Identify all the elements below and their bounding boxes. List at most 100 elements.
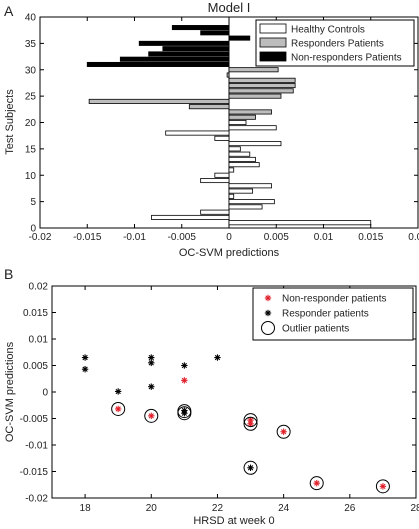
panel-a-y-tick-label: 35 — [25, 39, 37, 50]
panel-b-outlier-marker — [375, 479, 390, 494]
panel-a-y-tick-label: 15 — [25, 144, 37, 155]
panel-b-x-ticks: 18 20 22 24 26 28 — [80, 286, 419, 514]
panel-b-responder-point — [247, 464, 254, 471]
panel-a-y-tick-label: 5 — [30, 197, 36, 208]
panel-b-x-tick-label: 20 — [146, 503, 158, 514]
panel-b: B 18 20 22 24 26 28 -0.02 -0.015 -0.01 -0.005 0 0.… — [4, 266, 419, 527]
panel-a-legend-swatch — [259, 51, 287, 62]
panel-a-y-tick-label: 30 — [25, 65, 37, 76]
panel-a-x-tick-label: 0.02 — [408, 232, 419, 243]
panel-a-x-axis-label: OC-SVM predictions — [179, 247, 280, 259]
panel-a-bar — [200, 178, 230, 184]
panel-b-responder-point — [148, 359, 155, 367]
panel-b-outlier-marker — [243, 416, 258, 431]
panel-a-x-tick-label: 0 — [226, 232, 232, 243]
panel-b-x-tick-label: 22 — [212, 503, 224, 514]
panel-b-outlier-marker — [243, 460, 258, 475]
panel-a-bar — [162, 46, 230, 52]
panel-a-bar — [148, 51, 230, 57]
panel-a: A Model I -0.02 -0.015 -0.01 -0.005 0 0.005 0.… — [4, 0, 419, 259]
panel-a-bar — [226, 72, 230, 78]
panel-a-legend: Healthy Controls Responders Patients Non-r… — [255, 19, 415, 67]
panel-b-points — [81, 354, 390, 494]
panel-b-responder-point — [181, 410, 188, 417]
panel-a-x-tick-label: -0.005 — [168, 232, 197, 243]
panel-a-bar — [171, 25, 230, 31]
panel-a-bar — [228, 109, 272, 115]
panel-b-outlier-marker — [177, 406, 192, 421]
panel-a-bar — [228, 188, 254, 194]
panel-a-x-tick-label: 0.005 — [264, 232, 289, 243]
panel-b-responder-point — [81, 366, 89, 373]
panel-b-y-tick-label: 0.02 — [29, 282, 49, 293]
panel-a-bar — [228, 156, 256, 162]
panel-b-responder-point — [214, 354, 221, 361]
panel-b-responder-point — [148, 383, 155, 390]
panel-a-bar — [119, 56, 230, 62]
panel-a-bar — [228, 83, 296, 89]
panel-a-y-tick-label: 25 — [25, 92, 37, 103]
panel-a-x-tick-label: 0.01 — [314, 232, 334, 243]
panel-a-legend-swatch — [259, 23, 287, 34]
panel-a-bar — [200, 209, 230, 215]
panel-b-y-tick-label: 0 — [42, 388, 48, 399]
panel-b-outlier-marker — [276, 424, 291, 439]
panel-a-bar — [228, 204, 263, 210]
panel-b-legend-marker — [264, 294, 272, 302]
panel-b-x-tick-label: 28 — [410, 503, 419, 514]
panel-b-y-tick-label: 0.015 — [23, 308, 48, 319]
panel-a-y-tick-label: 0 — [30, 224, 36, 235]
panel-a-bar — [138, 40, 230, 46]
panel-b-legend: Non-responder patients Responder patients… — [252, 287, 414, 341]
panel-a-bar — [88, 98, 230, 104]
panel-a-legend-label: Healthy Controls — [291, 25, 365, 36]
panel-b-outlier-marker — [309, 476, 324, 491]
panel-a-y-ticks: 0 5 10 15 20 25 30 35 40 — [25, 13, 418, 235]
panel-a-bar — [228, 67, 279, 73]
panel-a-x-tick-label: -0.02 — [29, 232, 52, 243]
panel-a-bar — [228, 146, 241, 152]
panel-a-bar — [228, 119, 247, 126]
panel-b-x-tick-label: 18 — [80, 503, 92, 514]
panel-a-bar — [228, 114, 256, 120]
panel-b-non-responder-point — [313, 479, 320, 487]
panel-b-non-responder-point — [379, 483, 387, 490]
panel-b-legend-marker — [261, 321, 275, 335]
panel-a-bar — [228, 167, 235, 173]
panel-a-bar — [228, 88, 294, 94]
panel-a-legend-label: Non-responders Patients — [291, 53, 402, 64]
panel-a-bar — [228, 151, 251, 157]
panel-a-bar — [228, 125, 277, 131]
panel-b-x-tick-label: 26 — [344, 503, 356, 514]
panel-b-outlier-marker — [144, 408, 159, 423]
panel-b-non-responder-point — [181, 377, 188, 384]
panel-a-bar — [188, 104, 230, 110]
panel-b-label: B — [4, 266, 13, 282]
panel-b-non-responder-point — [148, 412, 155, 420]
panel-a-legend-label: Responders Patients — [291, 39, 384, 50]
panel-b-legend-box — [252, 287, 414, 341]
panel-b-x-axis-label: HRSD at week 0 — [193, 515, 274, 527]
panel-a-y-axis-label: Test Subjects — [4, 89, 16, 155]
panel-a-bar — [228, 35, 251, 41]
panel-a-y-tick-label: 40 — [25, 13, 37, 24]
panel-a-bar — [151, 214, 230, 220]
panel-b-non-responder-point — [247, 420, 254, 427]
panel-a-x-tick-label: 0.015 — [358, 232, 383, 243]
panel-a-bars — [86, 25, 372, 226]
panel-b-y-tick-label: 0.005 — [23, 361, 48, 372]
panel-b-outlier-marker — [243, 413, 258, 428]
panel-a-bar — [86, 61, 230, 67]
panel-b-legend-label: Outlier patients — [282, 324, 349, 335]
panel-a-bar — [228, 162, 260, 168]
panel-a-bar — [228, 199, 275, 205]
panel-a-x-ticks: -0.02 -0.015 -0.01 -0.005 0 0.005 0.01 0.015 0.0… — [29, 17, 419, 243]
panel-b-x-tick-label: 24 — [278, 503, 290, 514]
panel-a-label: A — [4, 3, 14, 19]
panel-a-y-tick-label: 10 — [25, 171, 37, 182]
panel-b-y-ticks: -0.02 -0.015 -0.01 -0.005 0 0.005 0.01 0.015 0.0… — [20, 282, 416, 505]
panel-a-bar — [228, 220, 372, 226]
panel-b-non-responder-point — [114, 405, 122, 413]
panel-b-y-tick-label: -0.02 — [25, 494, 48, 505]
